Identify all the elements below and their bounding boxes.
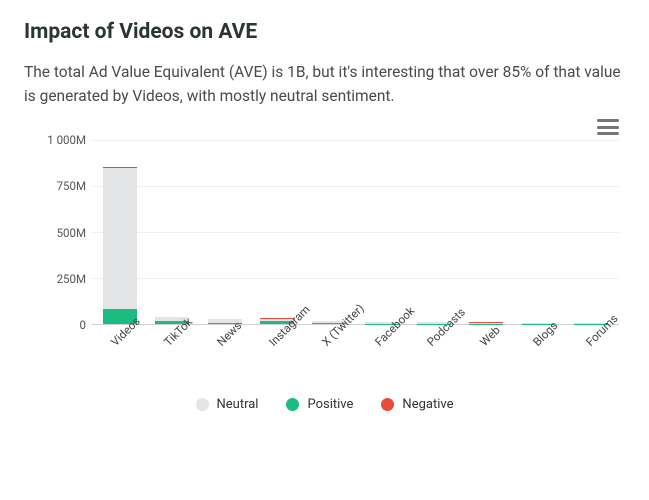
bar-column[interactable]: [567, 140, 615, 324]
legend: Neutral Positive Negative: [24, 397, 625, 412]
bar-column[interactable]: [305, 140, 353, 324]
legend-label: Negative: [402, 397, 453, 412]
y-tick-label: 250M: [57, 272, 86, 286]
y-axis: 0250M500M750M1 000M: [34, 140, 92, 325]
bar-column[interactable]: [148, 140, 196, 324]
hamburger-menu-icon[interactable]: [597, 118, 619, 136]
bar-column[interactable]: [462, 140, 510, 324]
y-tick-label: 0: [80, 318, 86, 332]
y-tick-label: 750M: [57, 179, 86, 193]
legend-swatch: [286, 398, 299, 411]
legend-swatch: [196, 398, 209, 411]
legend-label: Positive: [307, 397, 353, 412]
page-title: Impact of Videos on AVE: [24, 20, 625, 44]
bars-container: [92, 140, 619, 324]
chart-toolbar: [24, 118, 625, 136]
y-tick-label: 500M: [57, 226, 86, 240]
bar-column[interactable]: [358, 140, 406, 324]
legend-swatch: [381, 398, 394, 411]
y-tick-label: 1 000M: [47, 133, 86, 147]
bar-segment-neutral: [103, 168, 137, 310]
legend-label: Neutral: [217, 397, 259, 412]
bar-column[interactable]: [201, 140, 249, 324]
x-axis: VideosTikTokNewsInstagramX (Twitter)Face…: [92, 325, 619, 385]
bar-column[interactable]: [515, 140, 563, 324]
bar-column[interactable]: [96, 140, 144, 324]
legend-item[interactable]: Negative: [381, 397, 453, 412]
ave-chart: 0250M500M750M1 000M VideosTikTokNewsInst…: [34, 140, 619, 385]
legend-item[interactable]: Neutral: [196, 397, 259, 412]
plot-area: [92, 140, 619, 325]
description-text: The total Ad Value Equivalent (AVE) is 1…: [24, 60, 624, 108]
bar-column[interactable]: [410, 140, 458, 324]
bar-column[interactable]: [253, 140, 301, 324]
legend-item[interactable]: Positive: [286, 397, 353, 412]
